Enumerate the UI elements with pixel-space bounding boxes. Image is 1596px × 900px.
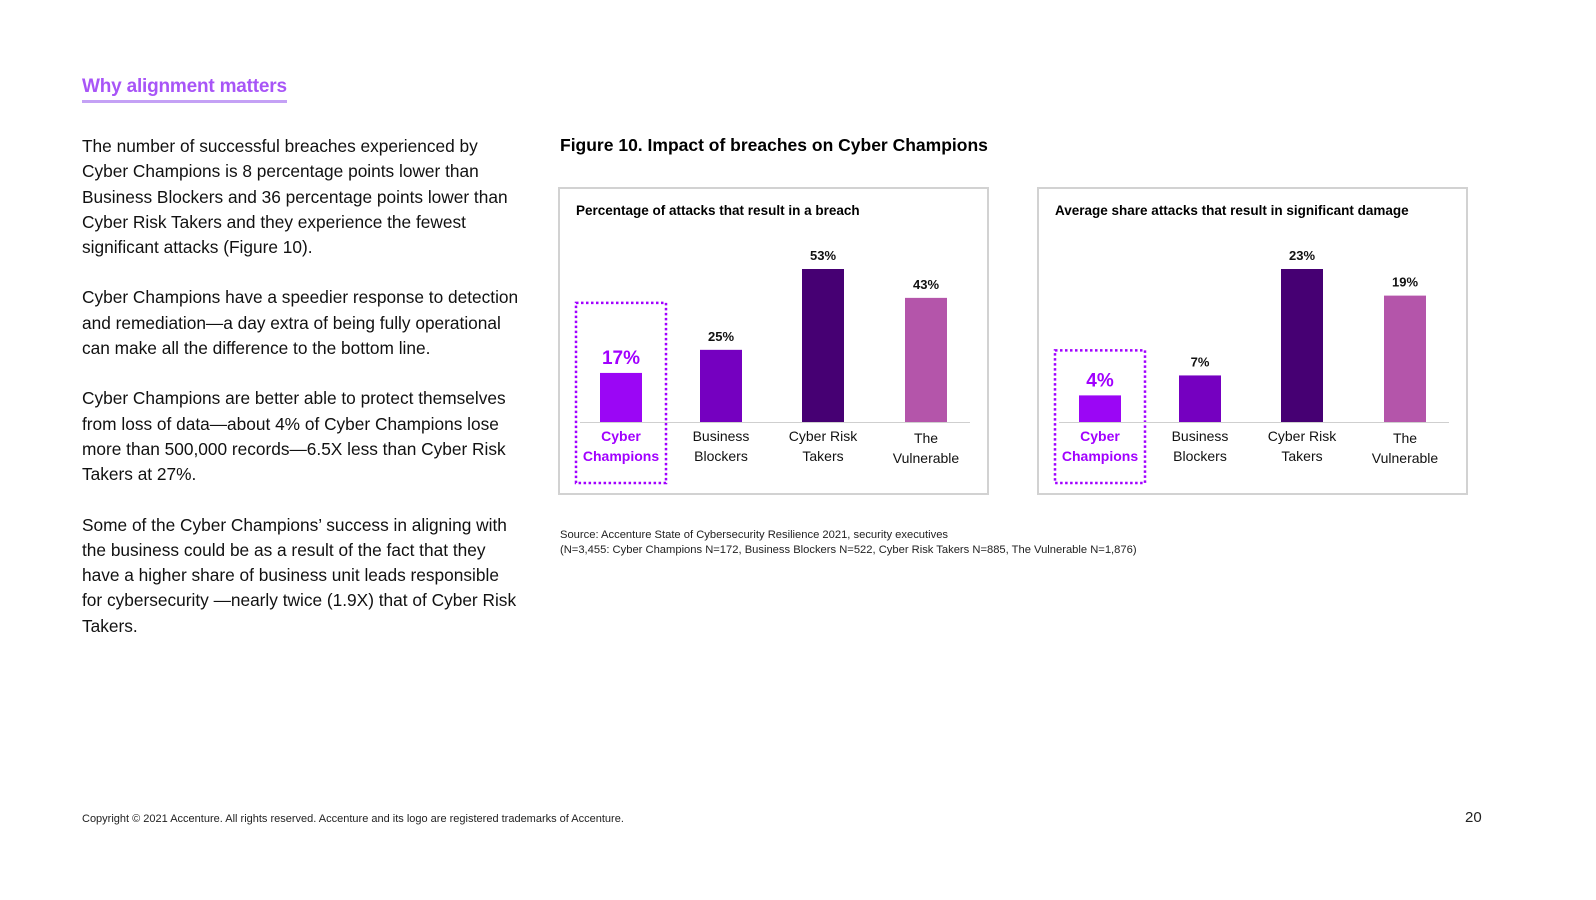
bar-breach-1	[600, 372, 642, 422]
category-label: Champions	[583, 448, 659, 464]
bar-damage-1	[1079, 395, 1121, 422]
paragraph: Cyber Champions are better able to prote…	[82, 388, 506, 485]
chart-damage: Average share attacks that result in sig…	[1053, 203, 1449, 485]
data-label: 7%	[1191, 354, 1210, 369]
paragraph: The number of successful breaches experi…	[82, 136, 508, 258]
data-label: 19%	[1392, 275, 1418, 290]
bar-breach-4	[905, 297, 947, 422]
section-heading: Why alignment matters	[82, 76, 287, 103]
data-label: 25%	[708, 329, 734, 344]
bar-damage-4	[1384, 295, 1426, 422]
highlight-box	[574, 301, 668, 485]
bar-breach-3	[802, 269, 844, 422]
figure-title: Figure 10. Impact of breaches on Cyber C…	[560, 135, 988, 155]
chart-breach: Percentage of attacks that result in a b…	[574, 203, 970, 485]
chart-panel-breach: Percentage of attacks that result in a b…	[558, 187, 989, 495]
category-label: Vulnerable	[1372, 450, 1439, 466]
data-label: 23%	[1289, 248, 1315, 263]
data-label: 43%	[913, 277, 939, 292]
chart-title: Percentage of attacks that result in a b…	[576, 203, 860, 218]
category-label: Takers	[802, 448, 843, 464]
chart-title: Average share attacks that result in sig…	[1055, 203, 1409, 218]
page-number: 20	[1465, 809, 1482, 826]
category-label: Cyber	[601, 428, 641, 444]
category-label: Business	[1172, 428, 1229, 444]
chart-panel-damage: Average share attacks that result in sig…	[1037, 187, 1468, 495]
source-line: (N=3,455: Cyber Champions N=172, Busines…	[560, 544, 1137, 556]
category-label: Champions	[1062, 448, 1138, 464]
category-label: Business	[693, 428, 750, 444]
category-label: Blockers	[1173, 448, 1227, 464]
source-line: Source: Accenture State of Cybersecurity…	[560, 529, 949, 541]
category-label: The	[914, 430, 938, 446]
data-label: 17%	[602, 348, 640, 369]
paragraph: Some of the Cyber Champions’ success in …	[82, 514, 517, 636]
bar-damage-2	[1179, 375, 1221, 422]
category-label: Blockers	[694, 448, 748, 464]
bar-breach-2	[700, 349, 742, 422]
source-note: Source: Accenture State of Cybersecurity…	[560, 528, 1137, 558]
bar-damage-3	[1281, 269, 1323, 422]
copyright-footer: Copyright © 2021 Accenture. All rights r…	[82, 813, 624, 825]
body-text: The number of successful breaches experi…	[82, 134, 522, 664]
category-label: Vulnerable	[893, 450, 960, 466]
paragraph: Cyber Champions have a speedier response…	[82, 287, 519, 359]
category-label: The	[1393, 430, 1417, 446]
data-label: 53%	[810, 248, 836, 263]
category-label: Cyber	[1080, 428, 1120, 444]
category-label: Cyber Risk	[789, 428, 858, 444]
category-label: Cyber Risk	[1268, 428, 1337, 444]
data-label: 4%	[1086, 370, 1114, 391]
category-label: Takers	[1281, 448, 1322, 464]
highlight-box	[1053, 349, 1147, 485]
